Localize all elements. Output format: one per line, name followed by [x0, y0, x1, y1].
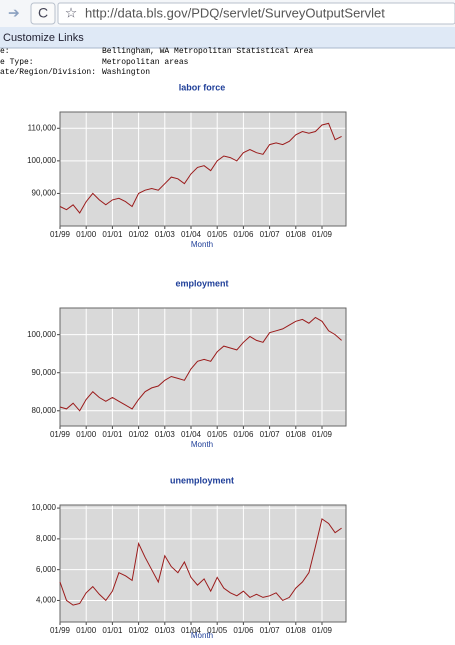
- y-tick-label: 4,000: [36, 596, 57, 605]
- bookmarks-bar: [0, 27, 455, 48]
- y-tick-label: 8,000: [36, 534, 57, 543]
- chart-title: employment: [175, 278, 228, 288]
- x-tick-label: 01/08: [286, 230, 307, 239]
- x-tick-label: 01/03: [155, 230, 176, 239]
- x-tick-label: 01/99: [50, 430, 71, 439]
- chart-title: unemployment: [170, 475, 234, 485]
- x-tick-label: 01/08: [286, 430, 307, 439]
- x-tick-label: 01/07: [260, 230, 281, 239]
- reload-icon: C: [38, 5, 48, 21]
- url: http://data.bls.gov/PDQ/servlet/SurveyOu…: [85, 5, 385, 20]
- x-tick-label: 01/99: [50, 626, 71, 635]
- y-tick-label: 100,000: [27, 156, 56, 165]
- x-tick-label: 01/01: [102, 626, 123, 635]
- header-label: e:: [0, 47, 10, 56]
- x-tick-label: 01/05: [207, 230, 228, 239]
- plot-area: [59, 111, 347, 227]
- y-tick-label: 90,000: [32, 368, 57, 377]
- x-tick-label: 01/05: [207, 626, 228, 635]
- bookmark-link[interactable]: Customize Links: [3, 32, 84, 44]
- x-tick-label: 01/02: [129, 230, 150, 239]
- header-label: ate/Region/Division:: [0, 68, 96, 77]
- x-tick-label: 01/06: [233, 430, 254, 439]
- x-tick-label: 01/03: [155, 430, 176, 439]
- plot-border: [59, 111, 347, 227]
- chart-title: labor force: [179, 82, 226, 92]
- x-tick-label: 01/02: [129, 626, 150, 635]
- x-tick-label: 01/06: [233, 230, 254, 239]
- x-tick-label: 01/01: [102, 430, 123, 439]
- x-axis-label: Month: [191, 631, 213, 640]
- x-tick-label: 01/02: [129, 430, 150, 439]
- x-tick-label: 01/00: [76, 230, 97, 239]
- header-value: Metropolitan areas: [102, 58, 189, 67]
- address-bar[interactable]: [57, 2, 455, 25]
- x-tick-label: 01/06: [233, 626, 254, 635]
- x-axis-label: Month: [191, 240, 213, 249]
- plot-border: [59, 307, 347, 427]
- x-tick-label: 01/07: [260, 626, 281, 635]
- y-tick-label: 110,000: [28, 123, 57, 132]
- plot-area: [59, 504, 347, 623]
- plot-border: [59, 504, 347, 623]
- data-line: [59, 122, 342, 214]
- y-tick-label: 100,000: [27, 330, 56, 339]
- x-axis-label: Month: [191, 440, 213, 449]
- x-tick-label: 01/04: [181, 626, 202, 635]
- x-tick-label: 01/09: [312, 430, 333, 439]
- x-tick-label: 01/00: [76, 626, 97, 635]
- header-value: Bellingham, WA Metropolitan Statistical …: [102, 47, 313, 56]
- data-line: [59, 316, 342, 412]
- x-tick-label: 01/01: [102, 230, 123, 239]
- header-label: e Type:: [0, 58, 34, 67]
- x-tick-label: 01/04: [181, 430, 202, 439]
- x-tick-label: 01/99: [50, 230, 71, 239]
- x-tick-label: 01/09: [312, 626, 333, 635]
- data-line: [59, 518, 342, 606]
- forward-button[interactable]: ➔: [8, 5, 20, 21]
- y-tick-label: 90,000: [32, 189, 57, 198]
- y-tick-label: 10,000: [32, 503, 57, 512]
- reload-button[interactable]: [30, 2, 56, 25]
- y-tick-label: 6,000: [36, 565, 57, 574]
- x-tick-label: 01/05: [207, 430, 228, 439]
- x-tick-label: 01/03: [155, 626, 176, 635]
- x-tick-label: 01/07: [260, 430, 281, 439]
- y-tick-label: 80,000: [32, 406, 57, 415]
- x-tick-label: 01/09: [312, 230, 333, 239]
- x-tick-label: 01/00: [76, 430, 97, 439]
- header-value: Washington: [102, 68, 150, 77]
- star-icon[interactable]: ☆: [65, 5, 78, 21]
- plot-area: [59, 307, 347, 427]
- x-tick-label: 01/08: [286, 626, 307, 635]
- x-tick-label: 01/04: [181, 230, 202, 239]
